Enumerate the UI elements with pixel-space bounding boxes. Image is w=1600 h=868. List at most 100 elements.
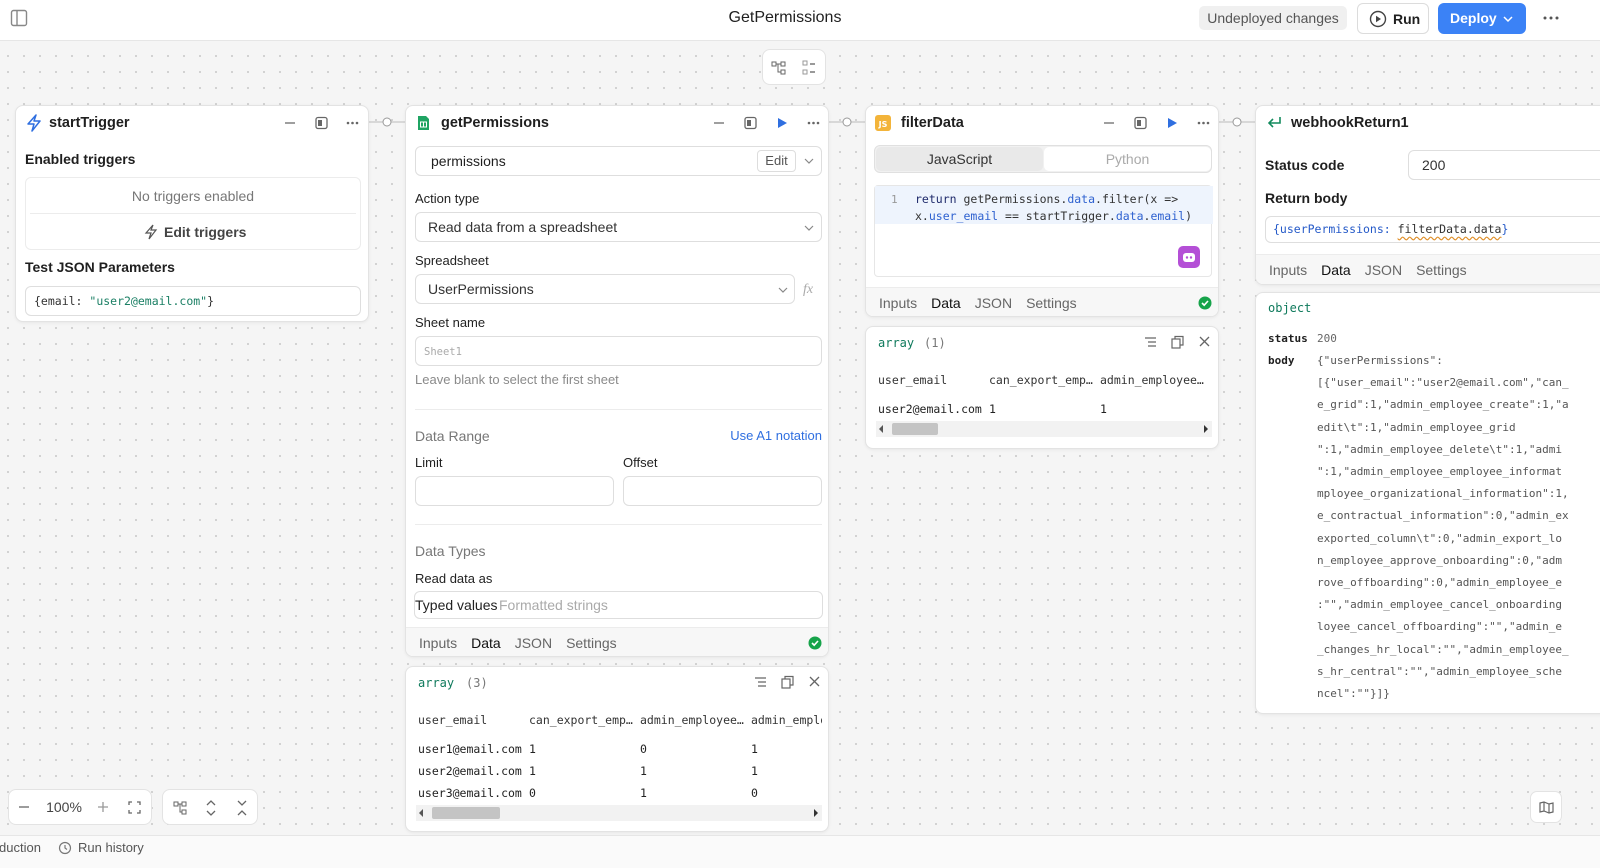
table-cell: user2@email.com xyxy=(878,400,982,418)
json-line: e_contractual_information":0,"admin_ex xyxy=(1317,507,1569,525)
tab-bar: Inputs Data JSON Settings xyxy=(406,627,828,657)
code-token: ) xyxy=(1185,209,1192,223)
json-line: ncel":""}]} xyxy=(1317,685,1390,703)
more-menu[interactable] xyxy=(1542,14,1560,22)
tab[interactable]: JSON xyxy=(1365,261,1402,284)
node-controls[interactable] xyxy=(1102,116,1214,130)
json-line: loyee_cancel_offboarding":"","admin_e xyxy=(1317,618,1562,636)
read-as-toggle[interactable]: Typed values Formatted strings xyxy=(414,591,823,619)
map-icon xyxy=(1539,801,1554,814)
tab[interactable]: Data xyxy=(471,634,501,657)
deploy-button[interactable]: Deploy xyxy=(1438,3,1526,34)
table-cell: user3@email.com xyxy=(418,784,522,802)
tab[interactable]: Data xyxy=(1321,261,1351,285)
code-editor[interactable]: 1 return getPermissions.data.filter(x =>… xyxy=(874,185,1212,277)
arrange-icon[interactable] xyxy=(801,60,817,76)
status-input[interactable]: 200 xyxy=(1408,150,1600,180)
tab[interactable]: Inputs xyxy=(879,294,917,317)
get-permissions-node[interactable]: getPermissions permissions Edit Action t… xyxy=(405,105,829,657)
run-label: Run xyxy=(1393,10,1420,28)
minimap-button[interactable] xyxy=(1530,791,1562,823)
run-button[interactable]: Run xyxy=(1357,3,1429,34)
result-controls[interactable] xyxy=(754,675,824,689)
empty-state: No triggers enabled xyxy=(26,187,360,205)
spreadsheet-select[interactable]: UserPermissions xyxy=(415,274,795,304)
tab[interactable]: Data xyxy=(931,294,961,317)
tab[interactable]: Inputs xyxy=(1269,261,1307,284)
node-title: startTrigger xyxy=(49,114,130,132)
result-controls[interactable] xyxy=(1144,335,1214,349)
table-cell: user2@email.com xyxy=(418,762,522,780)
collapse-button[interactable] xyxy=(236,800,248,816)
footer-tab[interactable]: duction xyxy=(0,839,41,857)
tab[interactable]: JSON xyxy=(515,634,552,657)
code-token: user_email xyxy=(929,209,998,223)
sheet-input[interactable]: Sheet1 xyxy=(415,336,822,366)
webhook-result: object status 200 body {"userPermissions… xyxy=(1255,292,1600,714)
language-option[interactable]: JavaScript xyxy=(876,147,1043,171)
json-line: edit\t":1,"admin_employee_grid xyxy=(1317,419,1516,437)
result-key: status xyxy=(1268,330,1308,348)
field-label: Offset xyxy=(623,454,657,472)
body-input[interactable]: {userPermissions: filterData.data} xyxy=(1265,216,1600,243)
option-typed[interactable]: Typed values xyxy=(415,596,498,614)
edit-triggers[interactable]: Edit triggers xyxy=(164,223,246,241)
tab[interactable]: JSON xyxy=(975,294,1012,317)
resource-select[interactable]: permissions Edit xyxy=(415,146,822,176)
zoom-in[interactable] xyxy=(97,801,109,813)
scrollbar[interactable] xyxy=(876,421,1212,437)
column-header: can_export_emp… xyxy=(989,371,1094,389)
filter-data-node[interactable]: JS filterData JavaScript Python 1 return… xyxy=(865,105,1219,317)
tab[interactable]: Settings xyxy=(566,634,617,657)
sidebar-toggle[interactable] xyxy=(10,9,28,27)
limit-input[interactable] xyxy=(415,476,614,506)
action-select[interactable]: Read data from a spreadsheet xyxy=(415,212,822,242)
code-line: return getPermissions.data.filter(x => xyxy=(915,191,1192,208)
deploy-chevron xyxy=(1502,14,1514,24)
table-cell: 1 xyxy=(989,400,996,418)
fx-button[interactable]: fx xyxy=(803,281,813,299)
table-cell: 0 xyxy=(640,740,647,758)
play-icon xyxy=(1369,10,1387,28)
triggers-box: No triggers enabled Edit triggers xyxy=(25,177,361,250)
success-icon xyxy=(1198,296,1212,310)
offset-input[interactable] xyxy=(623,476,822,506)
node-controls[interactable] xyxy=(283,116,363,130)
scrollbar[interactable] xyxy=(416,805,822,821)
json-line: ":1,"admin_employee_employee_informat xyxy=(1317,463,1562,481)
node-controls[interactable] xyxy=(712,116,824,130)
result-table: user_emailcan_export_emp…admin_employee…… xyxy=(418,711,822,803)
fit-view[interactable] xyxy=(128,801,141,814)
table-cell: 1 xyxy=(751,740,758,758)
tab[interactable]: Settings xyxy=(1026,294,1077,317)
code-line: x.user_email == startTrigger.data.email) xyxy=(915,208,1192,225)
table-cell: 0 xyxy=(529,784,536,802)
resource-name: permissions xyxy=(431,152,506,170)
field-label: Status code xyxy=(1265,156,1344,174)
edit-resource[interactable]: Edit xyxy=(757,150,796,172)
json-input[interactable]: {email: "user2@email.com"} xyxy=(25,286,361,316)
expand-button[interactable] xyxy=(205,800,217,816)
start-trigger-node[interactable]: startTrigger Enabled triggers No trigger… xyxy=(15,105,369,322)
ai-assist-icon[interactable] xyxy=(1178,246,1200,268)
result-count: (3) xyxy=(466,674,488,692)
json-line: n_employee_approve_onboarding":0,"adm xyxy=(1317,552,1562,570)
chevron xyxy=(804,224,814,232)
layout-button[interactable] xyxy=(173,801,187,815)
section-label: Data Range xyxy=(415,427,490,445)
a1-toggle[interactable]: Use A1 notation xyxy=(666,427,822,445)
svg-text:JS: JS xyxy=(878,120,888,129)
option-formatted[interactable]: Formatted strings xyxy=(499,596,608,614)
layout-icon[interactable] xyxy=(771,60,787,76)
tab[interactable]: Settings xyxy=(1416,261,1467,284)
hint: Leave blank to select the first sheet xyxy=(415,371,619,389)
webhook-return-node[interactable]: webhookReturn1 Status code 200 Return bo… xyxy=(1255,105,1600,285)
zoom-out[interactable] xyxy=(18,801,30,813)
table-cell: user1@email.com xyxy=(418,740,522,758)
node-title: webhookReturn1 xyxy=(1291,114,1409,132)
language-option[interactable]: Python xyxy=(1044,147,1211,171)
tab[interactable]: Inputs xyxy=(419,634,457,657)
json-line: rove_offboarding":0,"admin_employee_e xyxy=(1317,574,1562,592)
footer-tab[interactable]: Run history xyxy=(78,839,144,857)
